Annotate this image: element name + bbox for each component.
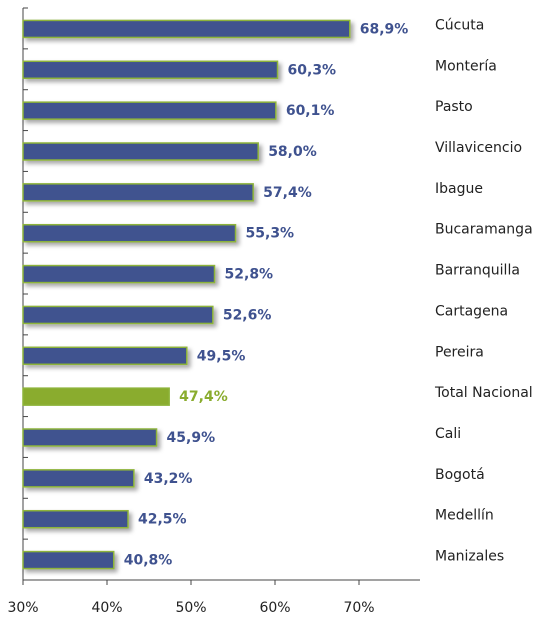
category-label: Cartagena [435, 303, 508, 319]
category-label: Manizales [435, 549, 504, 565]
data-label: 55,3% [246, 226, 295, 242]
category-label: Ibague [435, 181, 483, 197]
x-tick-label: 70% [343, 600, 374, 616]
data-label: 52,8% [225, 267, 274, 283]
bar [22, 469, 135, 488]
bar [22, 101, 277, 120]
bar [22, 264, 216, 284]
data-label: 52,6% [223, 307, 272, 323]
x-tick-label: 30% [7, 600, 38, 616]
bar [22, 183, 254, 202]
category-label: Pereira [435, 344, 484, 360]
category-label: Medellín [435, 508, 494, 524]
bar [22, 60, 279, 80]
category-label: Bogotá [435, 467, 485, 483]
data-label: 47,4% [179, 389, 228, 405]
bar [22, 509, 129, 529]
data-label: 60,3% [288, 62, 337, 78]
category-label: Barranquilla [435, 263, 520, 279]
bar [22, 19, 351, 39]
bar [22, 223, 237, 243]
bar [22, 346, 188, 366]
x-tick-label: 50% [175, 600, 206, 616]
bar [22, 305, 214, 325]
data-label: 40,8% [124, 553, 173, 569]
x-tick-label: 60% [259, 600, 290, 616]
data-label: 57,4% [263, 185, 312, 201]
category-label: Villavicencio [435, 140, 522, 156]
category-label: Bucaramanga [435, 222, 533, 238]
bar [22, 428, 158, 447]
data-label: 43,2% [144, 471, 193, 487]
bar [22, 142, 259, 161]
category-label: Cúcuta [435, 17, 484, 33]
data-label: 49,5% [197, 348, 246, 364]
data-label: 58,0% [268, 144, 317, 160]
x-tick-label: 40% [91, 600, 122, 616]
category-label: Total Nacional [434, 385, 533, 401]
data-label: 60,1% [286, 103, 335, 119]
data-label: 45,9% [167, 430, 216, 446]
bar [22, 550, 115, 570]
data-label: 68,9% [360, 21, 409, 37]
category-label: Montería [435, 58, 497, 74]
category-label: Pasto [435, 99, 473, 115]
category-label: Cali [435, 426, 461, 442]
data-label: 42,5% [138, 512, 187, 528]
bar [22, 387, 170, 406]
